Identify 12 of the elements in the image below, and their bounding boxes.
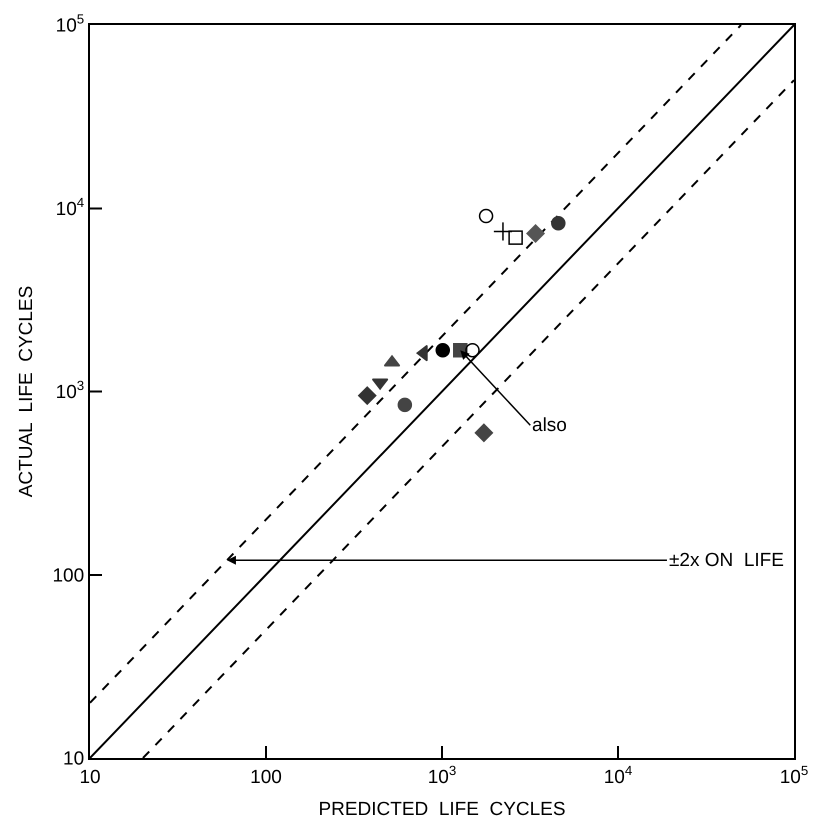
x-tick-label: 10$^{3}$ (428, 762, 456, 788)
y-tick-label: 10$^{4}$ (56, 194, 84, 220)
y-tick-label: 10$^{5}$ (56, 12, 84, 37)
y-tick-label: 10$^{3}$ (56, 378, 84, 404)
y-tick-label: 100 (52, 565, 84, 586)
x-tick-label: 10$^{5}$ (780, 762, 808, 788)
annotation: ±2x ON LIFE (669, 550, 784, 571)
y-axis-title: ACTUAL LIFE CYCLES (16, 286, 37, 498)
annotation: also (532, 415, 567, 436)
x-tick-label: 10$^{4}$ (604, 762, 632, 788)
x-tick-label: 100 (250, 766, 282, 788)
x-axis-title: PREDICTED LIFE CYCLES (318, 799, 566, 820)
